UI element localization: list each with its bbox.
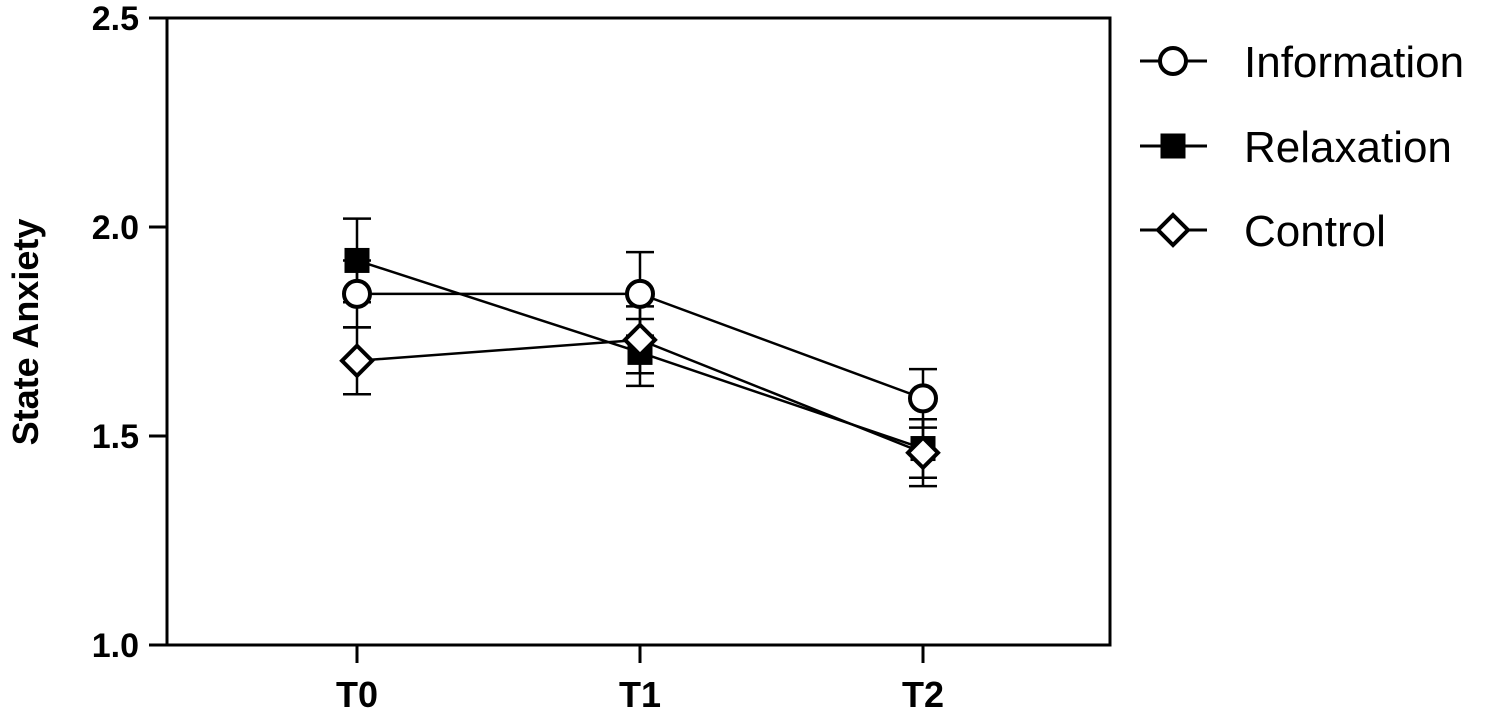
legend-label-control: Control [1244,207,1386,256]
series-layer [339,217,941,488]
marker-information-1 [625,278,655,309]
x-tick-label-1: T1 [619,674,661,715]
series-markers [339,247,941,471]
legend-item-information: Information [1140,38,1464,87]
y-axis-title: State Anxiety [5,219,46,446]
y-tick-label-1: 1.5 [92,418,139,456]
legend-item-control: Control [1140,207,1386,256]
marker-information-2 [908,383,938,414]
y-tick-label-0: 1.0 [92,627,139,665]
y-tick-label-3: 2.5 [92,0,139,38]
x-axis: T0 T1 T2 [336,645,944,715]
legend-marker-information [1158,46,1188,76]
x-tick-label-0: T0 [336,674,378,715]
x-tick-label-2: T2 [902,674,944,715]
legend-label-relaxation: Relaxation [1244,123,1452,172]
marker-control-0 [339,342,375,379]
y-tick-label-2: 2.0 [92,209,139,247]
marker-relaxation-0 [344,247,370,273]
legend-marker-relaxation [1160,133,1186,159]
legend-label-information: Information [1244,38,1464,87]
legend-marker-control [1155,212,1191,248]
y-axis: 1.0 1.5 2.0 2.5 [92,0,167,665]
marker-information-0 [342,278,372,309]
marker-control-1 [622,322,658,358]
legend-item-relaxation: Relaxation [1140,123,1452,172]
legend: Information Relaxation Control [1140,38,1464,256]
marker-control-2 [905,434,941,471]
